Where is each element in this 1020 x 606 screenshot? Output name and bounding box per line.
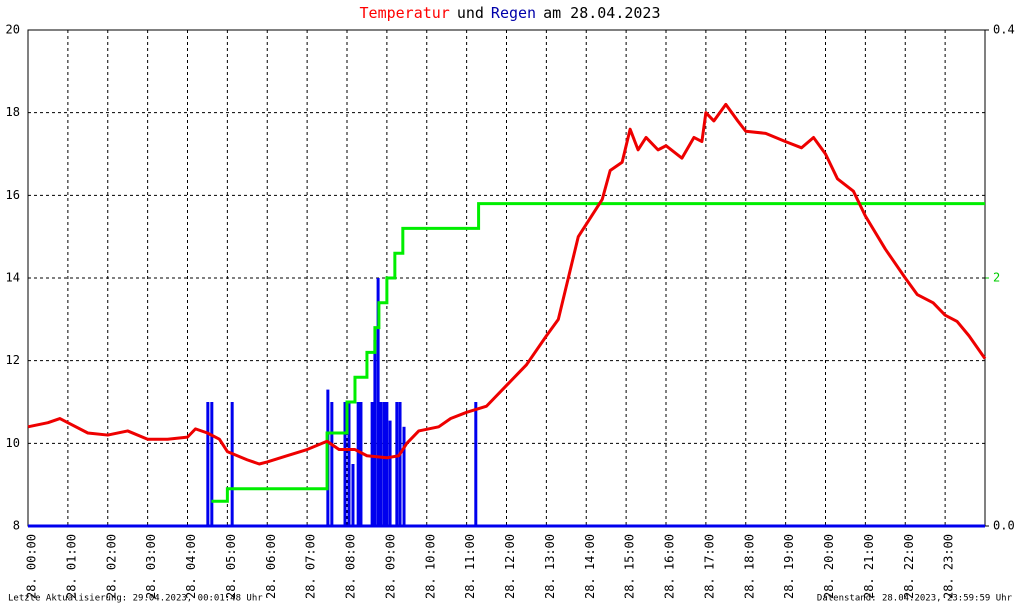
rain-bar xyxy=(347,402,351,526)
rain-bar xyxy=(388,420,392,526)
y-tick-label: 10 xyxy=(6,436,20,450)
x-tick-label: 28. 18:00 xyxy=(742,534,756,599)
x-tick-label: 28. 15:00 xyxy=(623,534,637,599)
x-tick-label: 28. 17:00 xyxy=(702,534,716,599)
title-part: am 28.04.2023 xyxy=(543,4,660,22)
y-tick-label: 12 xyxy=(6,353,20,367)
x-tick-label: 28. 06:00 xyxy=(264,534,278,599)
title-part: und xyxy=(457,4,484,22)
rain-bar xyxy=(230,402,234,526)
x-tick-label: 28. 03:00 xyxy=(144,534,158,599)
rain-bar xyxy=(359,402,363,526)
x-tick-label: 28. 02:00 xyxy=(104,534,118,599)
x-tick-label: 28. 00:00 xyxy=(25,534,39,599)
title-part: Temperatur xyxy=(360,4,450,22)
x-tick-label: 28. 05:00 xyxy=(224,534,238,599)
rain-bar xyxy=(398,402,402,526)
rain-bar xyxy=(373,340,377,526)
y-tick-label: 18 xyxy=(6,105,20,119)
rain-bar xyxy=(343,402,347,526)
x-tick-label: 28. 10:00 xyxy=(423,534,437,599)
x-tick-label: 28. 12:00 xyxy=(503,534,517,599)
rain-bar xyxy=(210,402,214,526)
x-tick-label: 28. 13:00 xyxy=(543,534,557,599)
y-tick-label: 20 xyxy=(6,23,20,37)
rain-bar xyxy=(385,402,389,526)
rain-bar xyxy=(330,402,334,526)
x-tick-label: 28. 19:00 xyxy=(782,534,796,599)
x-tick-label: 28. 07:00 xyxy=(304,534,318,599)
x-tick-label: 28. 14:00 xyxy=(583,534,597,599)
y2-tick-label: 0.0 xyxy=(993,519,1015,533)
footer-left: Letzte Aktualisierung: 29.04.2023, 00:01… xyxy=(8,594,263,604)
chart-title: Temperatur und Regen am 28.04.2023 xyxy=(360,4,661,22)
y-tick-label: 14 xyxy=(6,271,20,285)
rain-bar xyxy=(474,402,478,526)
y2-tick-label: 0.4 xyxy=(993,23,1015,37)
title-part: Regen xyxy=(491,4,536,22)
x-tick-label: 28. 16:00 xyxy=(663,534,677,599)
x-tick-label: 28. 22:00 xyxy=(902,534,916,599)
x-tick-label: 28. 04:00 xyxy=(184,534,198,599)
x-tick-label: 28. 08:00 xyxy=(344,534,358,599)
temperature-line xyxy=(27,102,987,466)
x-tick-label: 28. 11:00 xyxy=(463,534,477,599)
rain-bar xyxy=(402,426,406,526)
rain-bar xyxy=(395,402,399,526)
y-tick-label: 8 xyxy=(13,519,20,533)
x-tick-label: 28. 20:00 xyxy=(822,534,836,599)
rain-bar xyxy=(370,402,374,526)
x-tick-label: 28. 23:00 xyxy=(942,534,956,599)
rain-bar xyxy=(376,278,380,526)
rain-bar xyxy=(351,464,355,526)
rain-bar xyxy=(206,402,210,526)
rain-bar xyxy=(382,402,386,526)
y-tick-label: 16 xyxy=(6,188,20,202)
y3-tick-label: 2 xyxy=(993,271,1000,285)
rain-bar xyxy=(379,402,383,526)
x-tick-label: 28. 09:00 xyxy=(383,534,397,599)
x-tick-label: 28. 01:00 xyxy=(64,534,78,599)
footer-right: Datenstand: 28.04.2023, 23:59:59 Uhr xyxy=(817,594,1013,604)
rain-bar xyxy=(356,402,360,526)
x-tick-label: 28. 21:00 xyxy=(862,534,876,599)
